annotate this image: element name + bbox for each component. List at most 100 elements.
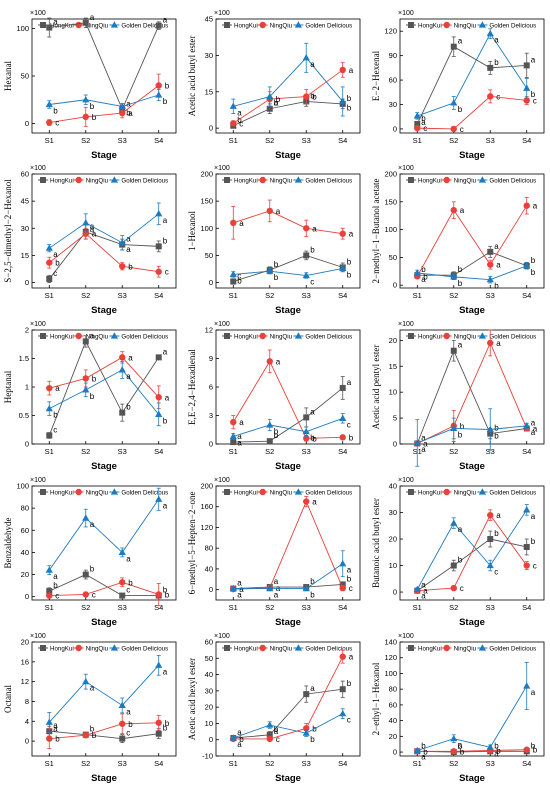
series-line: [233, 563, 343, 590]
y-tick-label: 40: [205, 564, 213, 573]
data-point: [339, 709, 347, 717]
y-tick-label: 16: [21, 657, 29, 666]
x-tick-label: S2: [265, 759, 274, 768]
significance-letter: a: [421, 118, 426, 127]
y-tick-label: 10: [389, 388, 397, 397]
significance-letter: a: [276, 207, 281, 216]
significance-letter: a: [165, 393, 170, 402]
legend-marker: [259, 644, 266, 652]
data-point: [487, 339, 494, 347]
y-tick-label: 40: [205, 670, 213, 679]
significance-letter: a: [163, 16, 168, 25]
significance-letter: a: [423, 439, 428, 448]
y-tick-label: 20: [21, 638, 29, 647]
chart-svg: 0 15 30 45 60 S1 S2 S3 S4 Stage S−2,5−dimethyl−2−H…: [3, 165, 177, 316]
data-point: [229, 734, 237, 741]
y-tick-label: 80: [389, 685, 397, 694]
significance-letter: b: [128, 262, 133, 271]
plot-frame: [31, 641, 177, 757]
y-axis-label: E−2−Hexenal: [371, 50, 381, 101]
series-line: [417, 749, 527, 752]
data-point: [266, 105, 273, 112]
significance-letter: b: [347, 103, 352, 112]
legend-label: NingQiu: [86, 178, 109, 185]
significance-letter: a: [128, 109, 133, 118]
x-tick-label: S2: [81, 603, 90, 612]
significance-letter: b: [347, 94, 352, 103]
legend-marker: [224, 177, 230, 183]
significance-letter: b: [460, 422, 465, 431]
y-tick-label: 50: [389, 253, 397, 262]
data-point: [229, 432, 237, 439]
y-tick-label: 4: [25, 717, 29, 726]
significance-letter: b: [458, 105, 463, 114]
significance-letter: a: [53, 18, 58, 27]
significance-letter: c: [165, 268, 169, 277]
significance-letter: c: [239, 119, 243, 128]
data-point: [266, 207, 273, 215]
significance-letter: a: [239, 219, 244, 228]
data-point: [118, 102, 126, 109]
data-point: [302, 271, 310, 279]
data-point: [523, 543, 530, 550]
significance-letter: b: [276, 95, 281, 104]
data-point: [155, 268, 162, 275]
legend-label: HongKui: [418, 23, 442, 30]
significance-letter: a: [90, 520, 95, 529]
legend-marker: [259, 332, 266, 340]
data-point: [303, 498, 310, 505]
y-tick-label: 0: [25, 119, 29, 128]
y-tick-label: 20: [205, 703, 213, 712]
chart-panel: 0 15 30 45 60 S1 S2 S3 S4 Stage S−2,5−dimethyl−2−H…: [0, 160, 182, 318]
significance-letter: b: [496, 746, 501, 755]
x-tick-label: S2: [81, 759, 90, 768]
legend-marker: [259, 488, 266, 496]
data-point: [486, 425, 494, 433]
data-point: [450, 734, 458, 742]
legend-marker: [75, 332, 82, 340]
data-point: [487, 261, 494, 268]
significance-letter: b: [423, 272, 428, 281]
chart-panel: 0 3 6 9 12 S1 S2 S3 S4 Stage E,E−2,4−Hexadienal ×10…: [184, 316, 366, 474]
x-tick-label: S1: [229, 447, 238, 456]
significance-letter: a: [533, 202, 538, 211]
chart-svg: 0 20 40 60 80 100 S1 S2 S3 S4 Stage Benzaldehyde ×10…: [3, 477, 177, 628]
legend-marker: [40, 645, 46, 651]
series-golden-delicious: ab b a: [413, 408, 536, 467]
legend-marker: [75, 176, 82, 184]
legend: HongKui NingQiu Golden Delicious: [222, 644, 352, 653]
chart-panel: 0 20 40 60 80 100 S1 S2 S3 S4 Stage Benzaldehyde ×10…: [0, 472, 182, 630]
data-point: [155, 591, 162, 598]
significance-letter: b: [165, 590, 170, 599]
data-point: [303, 93, 310, 100]
scale-label: ×100: [398, 10, 414, 17]
significance-letter: b: [312, 93, 317, 102]
y-tick-label: 15: [389, 362, 397, 371]
data-point: [266, 92, 274, 100]
significance-letter: b: [458, 265, 463, 274]
data-point: [450, 43, 457, 50]
plot-frame: [399, 329, 545, 445]
legend-marker: [478, 488, 486, 495]
series-line: [233, 656, 344, 740]
series-ningqiu: c cbb: [46, 577, 170, 606]
significance-letter: a: [126, 707, 131, 716]
y-tick-label: 0: [25, 737, 29, 746]
data-point: [82, 591, 89, 598]
significance-letter: b: [237, 116, 242, 125]
significance-letter: b: [163, 586, 168, 595]
series-ningqiu: a a a a: [230, 199, 354, 240]
legend-label: HongKui: [418, 490, 442, 497]
legend-marker: [224, 645, 230, 651]
significance-letter: a: [496, 511, 501, 520]
x-tick-label: S4: [522, 291, 531, 300]
legend-label: Golden Delicious: [305, 490, 352, 497]
y-tick-label: 12: [21, 677, 29, 686]
data-point: [82, 338, 89, 345]
